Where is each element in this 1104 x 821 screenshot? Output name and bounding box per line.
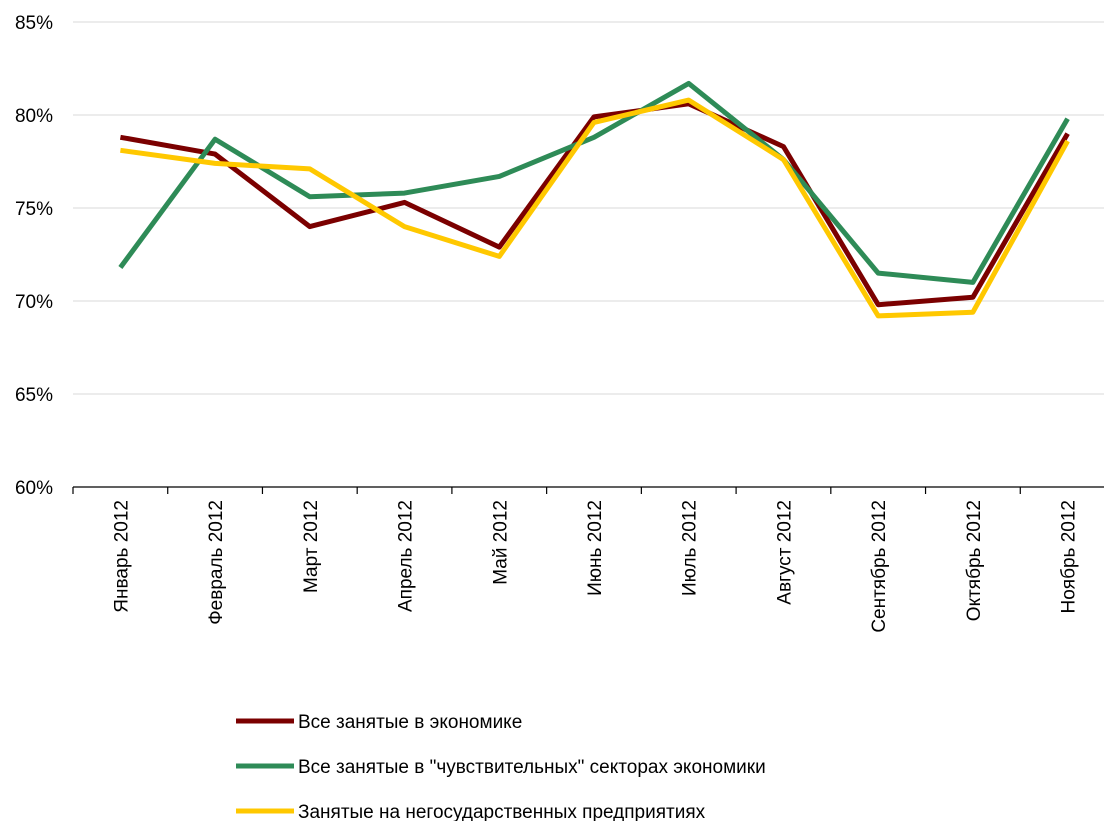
x-tick-label: Февраль 2012 <box>206 500 227 625</box>
axes <box>72 486 1104 494</box>
legend-label: Занятые на негосударственных предприятия… <box>298 802 706 821</box>
x-tick-label: Ноябрь 2012 <box>1059 500 1080 613</box>
x-tick-label: Май 2012 <box>490 500 511 585</box>
x-tick-label: Июнь 2012 <box>585 500 606 596</box>
legend-label: Все занятые в "чувствительных" секторах … <box>298 757 766 778</box>
y-tick-label: 60% <box>15 478 53 499</box>
series-line <box>119 101 1070 308</box>
x-tick-labels: Январь 2012 Февраль 2012 Март 2012 Апрель 2… <box>111 500 1079 633</box>
x-tick-label: Октябрь 2012 <box>964 500 985 621</box>
y-tick-label: 65% <box>15 385 53 406</box>
series-lines <box>118 80 1070 319</box>
series-line <box>120 97 1070 319</box>
gridlines <box>73 21 1104 395</box>
series-line <box>118 80 1070 285</box>
x-tick-label: Август 2012 <box>774 500 795 605</box>
legend: Все занятые в экономике Все занятые в "чу… <box>236 712 766 821</box>
y-tick-label: 70% <box>15 292 53 313</box>
x-tick-label: Апрель 2012 <box>396 500 417 612</box>
x-tick-label: Июль 2012 <box>680 500 701 596</box>
y-tick-label: 75% <box>15 199 53 220</box>
x-tick-label: Сентябрь 2012 <box>869 500 890 633</box>
x-tick-label: Март 2012 <box>301 500 322 593</box>
y-tick-labels: 60% 65% 70% 75% 80% 85% <box>15 13 53 499</box>
y-tick-label: 80% <box>15 106 53 127</box>
legend-label: Все занятые в экономике <box>298 712 522 733</box>
y-tick-label: 85% <box>15 13 53 34</box>
x-tick-label: Январь 2012 <box>111 500 132 613</box>
